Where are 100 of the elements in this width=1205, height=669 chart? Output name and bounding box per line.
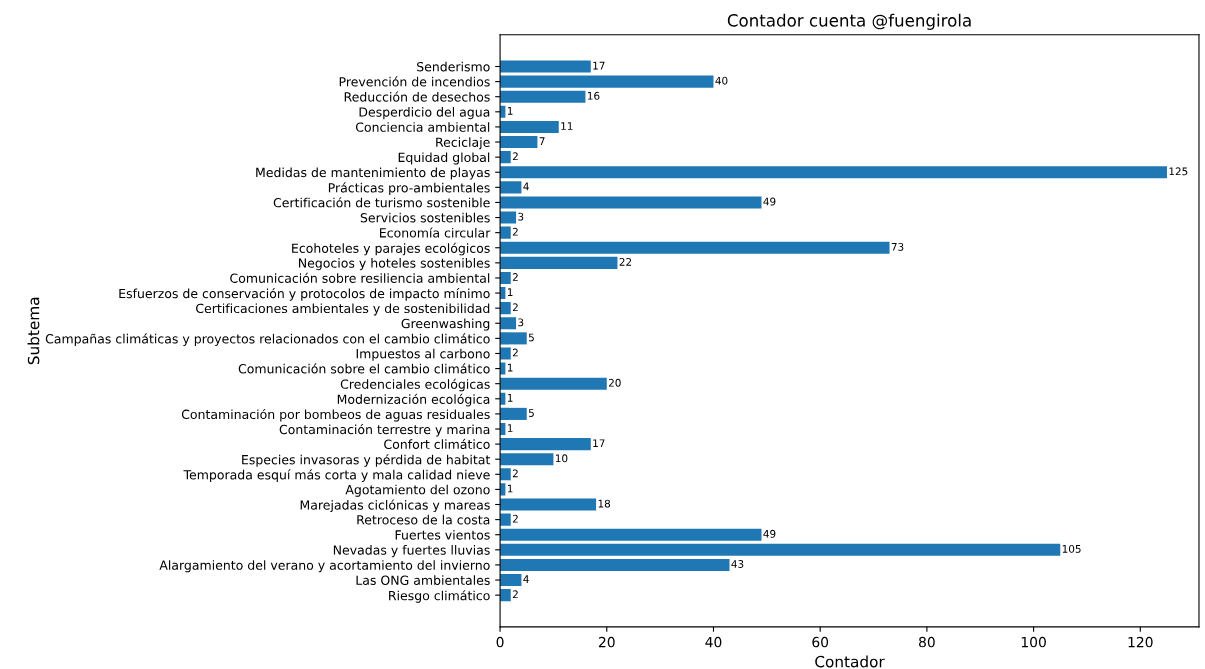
- x-tick-label: 40: [705, 636, 722, 648]
- bar: [500, 347, 511, 360]
- y-tick-label: Greenwashing: [401, 318, 490, 331]
- data-label: 2: [512, 273, 518, 281]
- data-label: 1: [507, 394, 513, 402]
- y-tick-label: Las ONG ambientales: [356, 575, 490, 585]
- y-tick-label: Conciencia ambiental: [355, 122, 490, 132]
- y-tick-label: Ecohoteles y parajes ecológicos: [292, 242, 490, 256]
- bar: [500, 468, 511, 481]
- y-tick-label: Contaminación por bombeos de aguas residuales: [181, 408, 490, 422]
- data-label: 4: [523, 575, 529, 583]
- bar: [500, 120, 559, 133]
- data-label: 4: [523, 182, 529, 191]
- bar: [500, 438, 591, 451]
- y-tick-label: Economía circular: [380, 227, 491, 238]
- data-label: 22: [619, 258, 632, 266]
- bar: [500, 135, 538, 149]
- y-tick-label: Comunicación sobre resiliencia ambiental: [230, 272, 490, 283]
- data-label: 125: [1169, 167, 1188, 176]
- x-tick-label: 60: [812, 636, 829, 648]
- bar: [500, 407, 527, 420]
- y-tick-label: Alargamiento del verano y acortamiento del invierno: [159, 560, 490, 573]
- data-label: 2: [512, 590, 518, 599]
- y-tick-label: Esfuerzos de conservación y protocolos de impacto mínimo: [119, 288, 490, 301]
- bar: [500, 302, 511, 315]
- data-label: 18: [598, 499, 611, 508]
- bar: [500, 317, 517, 330]
- data-label: 49: [763, 529, 776, 538]
- y-tick-label: Senderismo: [417, 61, 490, 72]
- bar: [500, 226, 511, 239]
- y-tick-label: Prácticas pro-ambientales: [328, 182, 490, 195]
- data-label: 1: [507, 107, 513, 115]
- data-label: 1: [507, 424, 513, 432]
- data-label: 1: [507, 484, 513, 493]
- bar: [500, 543, 1061, 556]
- data-label: 16: [587, 91, 600, 100]
- data-label: 49: [763, 197, 776, 206]
- data-label: 3: [518, 212, 524, 221]
- y-tick-label: Certificaciones ambientales y de sostenibilidad: [196, 303, 490, 316]
- y-tick-label: Confort climático: [384, 438, 490, 450]
- bar: [500, 573, 522, 587]
- bar: [500, 256, 618, 269]
- data-label: 2: [512, 152, 518, 160]
- y-tick-label: Desperdicio del agua: [359, 107, 490, 120]
- y-tick-label: Reducción de desechos: [344, 91, 490, 102]
- bar: [500, 211, 517, 224]
- y-tick-label: Agotamiento del ozono: [345, 484, 490, 497]
- y-tick-label: Impuestos al carbono: [356, 348, 490, 361]
- y-tick-label: Negocios y hoteles sostenibles: [299, 258, 490, 271]
- bar: [500, 90, 586, 103]
- bar: [500, 377, 607, 390]
- y-axis-title: Subtema: [27, 297, 40, 365]
- x-tick-label: 120: [1128, 636, 1153, 648]
- bar: [500, 513, 511, 526]
- bar: [500, 241, 890, 254]
- chart-title: Contador cuenta @fuengirola: [727, 13, 971, 30]
- y-tick-label: Campañas climáticas y proyectos relacionados con el cambio climático: [45, 333, 490, 346]
- bar: [500, 498, 597, 511]
- y-tick-label: Modernización ecológica: [337, 393, 490, 407]
- data-label: 43: [731, 560, 744, 568]
- bar: [500, 181, 522, 194]
- bar: [500, 166, 1167, 179]
- data-label: 2: [512, 348, 518, 357]
- y-tick-label: Marejadas ciclónicas y mareas: [300, 499, 490, 513]
- data-label: 2: [512, 227, 518, 236]
- bar: [500, 332, 527, 345]
- bar: [500, 453, 554, 466]
- x-axis-title: Contador: [815, 655, 885, 668]
- y-tick-label: Contaminación terrestre y marina: [279, 424, 490, 437]
- data-label: 2: [512, 303, 518, 312]
- y-tick-label: Prevención de incendios: [339, 76, 490, 87]
- data-label: 40: [715, 76, 728, 85]
- y-tick-label: Servicios sostenibles: [360, 212, 490, 223]
- data-label: 3: [518, 318, 524, 327]
- data-label: 17: [593, 61, 605, 70]
- data-label: 20: [608, 378, 621, 387]
- y-tick-label: Reciclaje: [436, 137, 490, 150]
- data-label: 5: [528, 333, 534, 342]
- x-tick-label: 100: [1021, 636, 1046, 648]
- y-tick-label: Fuertes vientos: [395, 529, 490, 540]
- y-tick-label: Medidas de mantenimiento de playas: [256, 167, 490, 180]
- data-label: 73: [891, 242, 904, 251]
- y-tick-label: Equidad global: [398, 152, 490, 165]
- data-label: 17: [593, 439, 605, 447]
- bar: [500, 558, 730, 571]
- data-label: 11: [561, 122, 573, 130]
- bar: [500, 151, 511, 164]
- bar: [500, 60, 591, 73]
- data-label: 1: [507, 288, 513, 296]
- y-tick-label: Especies invasoras y pérdida de habitat: [242, 454, 491, 467]
- data-label: 10: [555, 454, 568, 463]
- y-tick-label: Temporada esquí más corta y mala calidad nieve: [183, 469, 490, 482]
- x-tick-label: 20: [598, 636, 615, 648]
- y-tick-label: Riesgo climático: [389, 590, 490, 603]
- x-tick-label: 80: [918, 636, 935, 648]
- y-tick-label: Nevadas y fuertes lluvias: [333, 545, 490, 558]
- bar: [500, 589, 511, 602]
- y-tick-label: Retroceso de la costa: [357, 514, 490, 525]
- y-tick-label: Certificación de turismo sostenible: [273, 197, 490, 208]
- data-label: 2: [512, 469, 518, 478]
